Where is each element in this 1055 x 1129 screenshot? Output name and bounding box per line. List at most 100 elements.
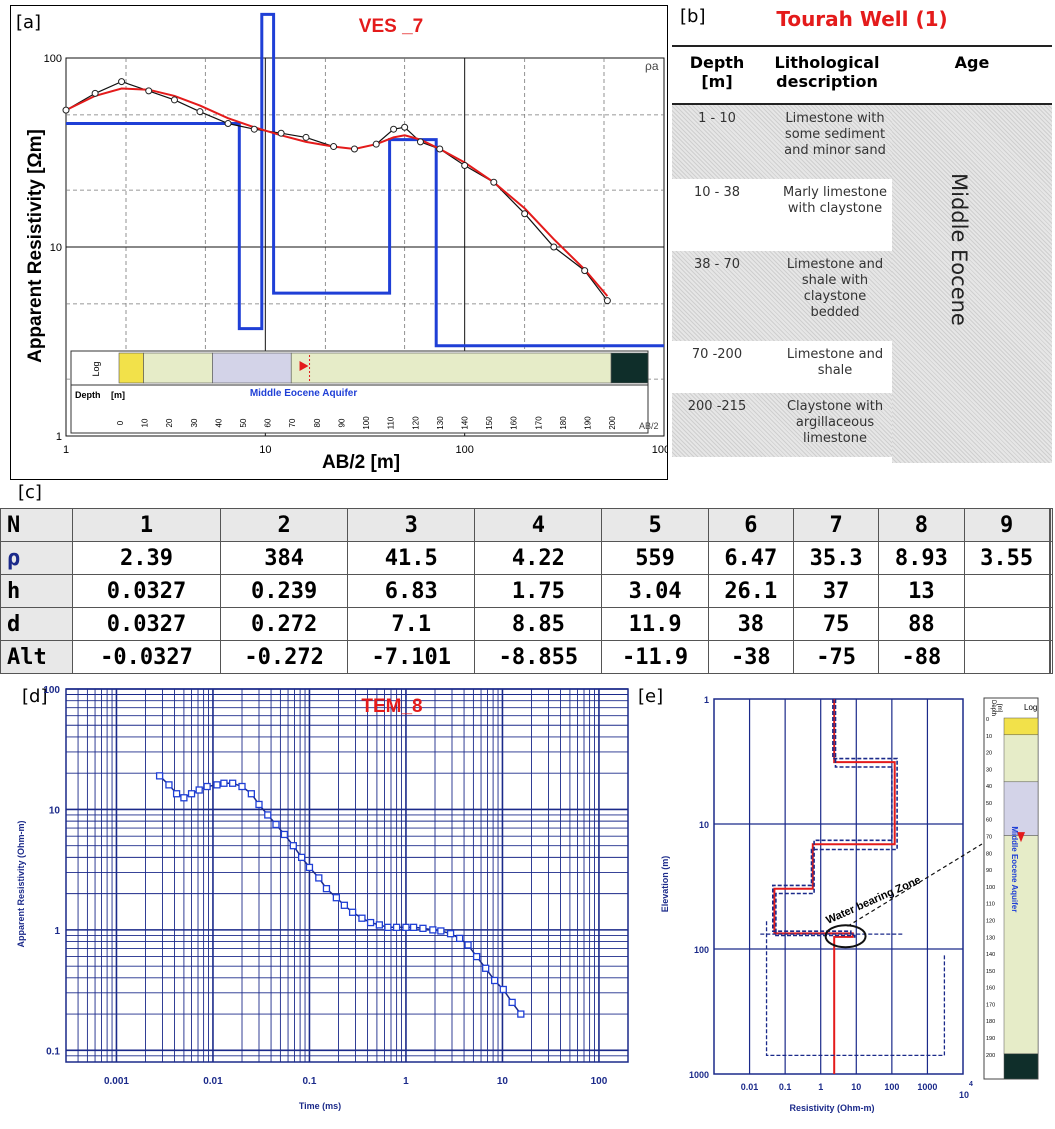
measured-point bbox=[508, 998, 516, 1007]
side-depth-tick: 30 bbox=[986, 767, 992, 773]
params-cell: d bbox=[0, 607, 73, 641]
params-header-cell: 9 bbox=[963, 508, 1050, 542]
measured-point bbox=[390, 125, 398, 133]
params-header-cell: 4 bbox=[474, 508, 603, 542]
measured-point bbox=[490, 976, 499, 985]
measured-point bbox=[482, 964, 490, 972]
measured-point bbox=[464, 941, 472, 949]
ves-chart-panel: 1101001000110100ρaVES _7AB/2 [m]Apparent… bbox=[10, 5, 676, 480]
measured-point bbox=[581, 267, 589, 275]
x-axis-label: Time (ms) bbox=[299, 1101, 341, 1111]
y-tick-label: 1000 bbox=[689, 1070, 709, 1080]
x-tick-label: 1 bbox=[818, 1082, 823, 1092]
equivalence-bound bbox=[765, 921, 946, 1057]
params-header-cell: N bbox=[0, 508, 73, 542]
well-row: 10 - 38 Marly limestone with claystone bbox=[672, 179, 892, 251]
log-unit bbox=[118, 352, 144, 384]
well-age-text: Middle Eocene bbox=[947, 173, 971, 326]
depth-tick-label: 20 bbox=[165, 418, 174, 427]
well-title: Tourah Well (1) bbox=[776, 7, 948, 31]
well-row: 38 - 70 Limestone and shale with clayston… bbox=[672, 251, 892, 341]
side-depth-tick: 90 bbox=[986, 868, 992, 874]
depth-label: Depth bbox=[75, 390, 101, 400]
measured-point bbox=[499, 985, 507, 994]
measured-point bbox=[170, 96, 178, 104]
measured-point bbox=[472, 952, 481, 961]
params-cell bbox=[963, 574, 1050, 608]
depth-tick-label: 70 bbox=[288, 418, 297, 427]
log-label: Log bbox=[91, 361, 101, 376]
well-row: 70 -200 Limestone and shale bbox=[672, 341, 892, 393]
depth-tick-label: 30 bbox=[190, 418, 199, 427]
params-cell: h bbox=[0, 574, 73, 608]
depth-tick-label: 120 bbox=[411, 416, 420, 430]
params-cell: 8.93 bbox=[878, 541, 965, 575]
panel-label-a: [a] bbox=[16, 12, 42, 33]
y-tick-label: 10 bbox=[50, 242, 62, 254]
well-header-litho: Lithological description bbox=[774, 53, 880, 91]
params-cell: 0.272 bbox=[220, 607, 349, 641]
measured-point bbox=[172, 790, 181, 798]
measured-point bbox=[229, 779, 237, 787]
y-tick-label: 1 bbox=[54, 926, 60, 937]
params-cell: -88 bbox=[878, 640, 965, 674]
well-header-depth: Depth [m] bbox=[689, 53, 745, 91]
y-axis-label: Apparent Resistivity (Ohm-m) bbox=[16, 820, 26, 947]
measured-point bbox=[436, 145, 444, 153]
measured-point bbox=[289, 842, 297, 850]
panel-label-b: [b] bbox=[680, 6, 706, 27]
params-cell bbox=[1050, 574, 1053, 608]
well-panel: Tourah Well (1) Depth [m] Lithological d… bbox=[672, 5, 1052, 467]
depth-tick-label: 100 bbox=[362, 416, 371, 430]
side-depth-tick: 180 bbox=[986, 1019, 995, 1025]
measured-point bbox=[437, 927, 445, 935]
side-depth-label: Depth bbox=[990, 700, 996, 716]
params-cell: 3.55 bbox=[963, 541, 1050, 575]
depth-tick-label: 50 bbox=[239, 418, 248, 427]
measured-point bbox=[322, 884, 331, 893]
measured-point bbox=[196, 108, 204, 116]
depth-tick-label: 140 bbox=[460, 416, 469, 430]
measured-point bbox=[490, 178, 498, 186]
depth-tick-label: 180 bbox=[559, 416, 568, 430]
x-tick-label: 100 bbox=[591, 1076, 608, 1087]
params-cell: 26.1 bbox=[707, 574, 794, 608]
params-cell: 0.239 bbox=[220, 574, 349, 608]
measured-point bbox=[224, 120, 232, 128]
side-aquifer-label: Middle Eocene Aquifer bbox=[1010, 826, 1019, 912]
water-zone-ellipse bbox=[824, 924, 867, 949]
params-row: ρ 2.39 384 41.5 4.22 559 6.47 35.3 8.93 3.55 bbox=[0, 541, 1053, 575]
y-tick-label: 100 bbox=[43, 685, 60, 696]
depth-tick-label: 150 bbox=[485, 416, 494, 430]
depth-tick-label: 40 bbox=[214, 418, 223, 427]
params-header-cell: 5 bbox=[601, 508, 709, 542]
side-depth-tick: 60 bbox=[986, 818, 992, 824]
log-unit bbox=[610, 352, 649, 384]
measured-point bbox=[409, 923, 418, 931]
strip-axis-label: AB/2 bbox=[639, 421, 659, 431]
measured-point bbox=[145, 87, 153, 95]
depth-tick-label: 90 bbox=[337, 418, 346, 427]
measured-point bbox=[446, 930, 455, 938]
layer-model-line bbox=[66, 12, 664, 348]
measured-point bbox=[340, 901, 349, 909]
side-log-label: Log bbox=[1024, 703, 1037, 712]
side-depth-tick: 10 bbox=[986, 734, 992, 740]
plot-area bbox=[65, 688, 629, 1063]
x-tick-label: 10 bbox=[851, 1082, 861, 1092]
params-cell: 8.85 bbox=[474, 607, 603, 641]
params-cell: -8.855 bbox=[474, 640, 603, 674]
x-tick-label: 1 bbox=[63, 444, 69, 456]
log-unit bbox=[212, 352, 292, 384]
params-header-cell: 1 bbox=[71, 508, 222, 542]
side-depth-tick: 40 bbox=[986, 784, 992, 790]
params-cell: -11.9 bbox=[601, 640, 709, 674]
depth-tick-label: 0 bbox=[116, 420, 125, 425]
measured-point bbox=[372, 140, 380, 148]
well-row-description: Claystone with argillaceous limestone bbox=[786, 399, 884, 446]
tem-chart-panel: 0.001 0.01 0.1 1 10 100 0.1 1 10 100 TEM_8 Time (ms… bbox=[0, 684, 632, 1124]
equivalence-line bbox=[775, 699, 893, 939]
measured-point bbox=[332, 894, 341, 902]
side-depth-tick: 150 bbox=[986, 969, 995, 975]
params-cell bbox=[1050, 640, 1053, 674]
